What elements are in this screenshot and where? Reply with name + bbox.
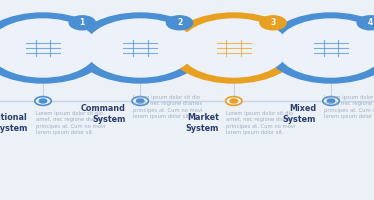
Text: Command
System: Command System — [80, 104, 125, 124]
Text: Market
System: Market System — [186, 113, 219, 133]
Text: 3: 3 — [270, 18, 276, 27]
Circle shape — [230, 99, 237, 103]
Text: 4: 4 — [368, 18, 373, 27]
Text: Lorem ipsum dolor sit dio
amet, nec regione diames
principes at. Cum no movi
lor: Lorem ipsum dolor sit dio amet, nec regi… — [324, 95, 374, 119]
Circle shape — [357, 16, 374, 30]
Circle shape — [86, 19, 194, 77]
Circle shape — [137, 99, 144, 103]
Circle shape — [180, 19, 288, 77]
Circle shape — [166, 16, 193, 30]
Text: Lorem ipsum dolor sit dio
amet, nec regione diames
principes at. Cum no movi
lor: Lorem ipsum dolor sit dio amet, nec regi… — [226, 111, 296, 135]
Text: Mixed
System: Mixed System — [283, 104, 316, 124]
Circle shape — [260, 16, 286, 30]
Circle shape — [75, 13, 206, 83]
Circle shape — [39, 99, 47, 103]
Circle shape — [327, 99, 335, 103]
Circle shape — [35, 97, 51, 105]
Circle shape — [132, 97, 148, 105]
Text: Lorem ipsum dolor sit dio
amet, nec regione diames
principes at. Cum no movi
lor: Lorem ipsum dolor sit dio amet, nec regi… — [133, 95, 202, 119]
Circle shape — [323, 97, 339, 105]
Circle shape — [226, 97, 242, 105]
Text: Lorem ipsum dolor sit dio
amet, nec regione diames
principes at. Cum no movi
lor: Lorem ipsum dolor sit dio amet, nec regi… — [36, 111, 105, 135]
Text: 1: 1 — [80, 18, 85, 27]
Text: Traditional
System: Traditional System — [0, 113, 28, 133]
Circle shape — [0, 19, 97, 77]
Circle shape — [0, 13, 108, 83]
Circle shape — [266, 13, 374, 83]
Circle shape — [168, 13, 299, 83]
Circle shape — [277, 19, 374, 77]
Text: 2: 2 — [177, 18, 182, 27]
Circle shape — [69, 16, 95, 30]
